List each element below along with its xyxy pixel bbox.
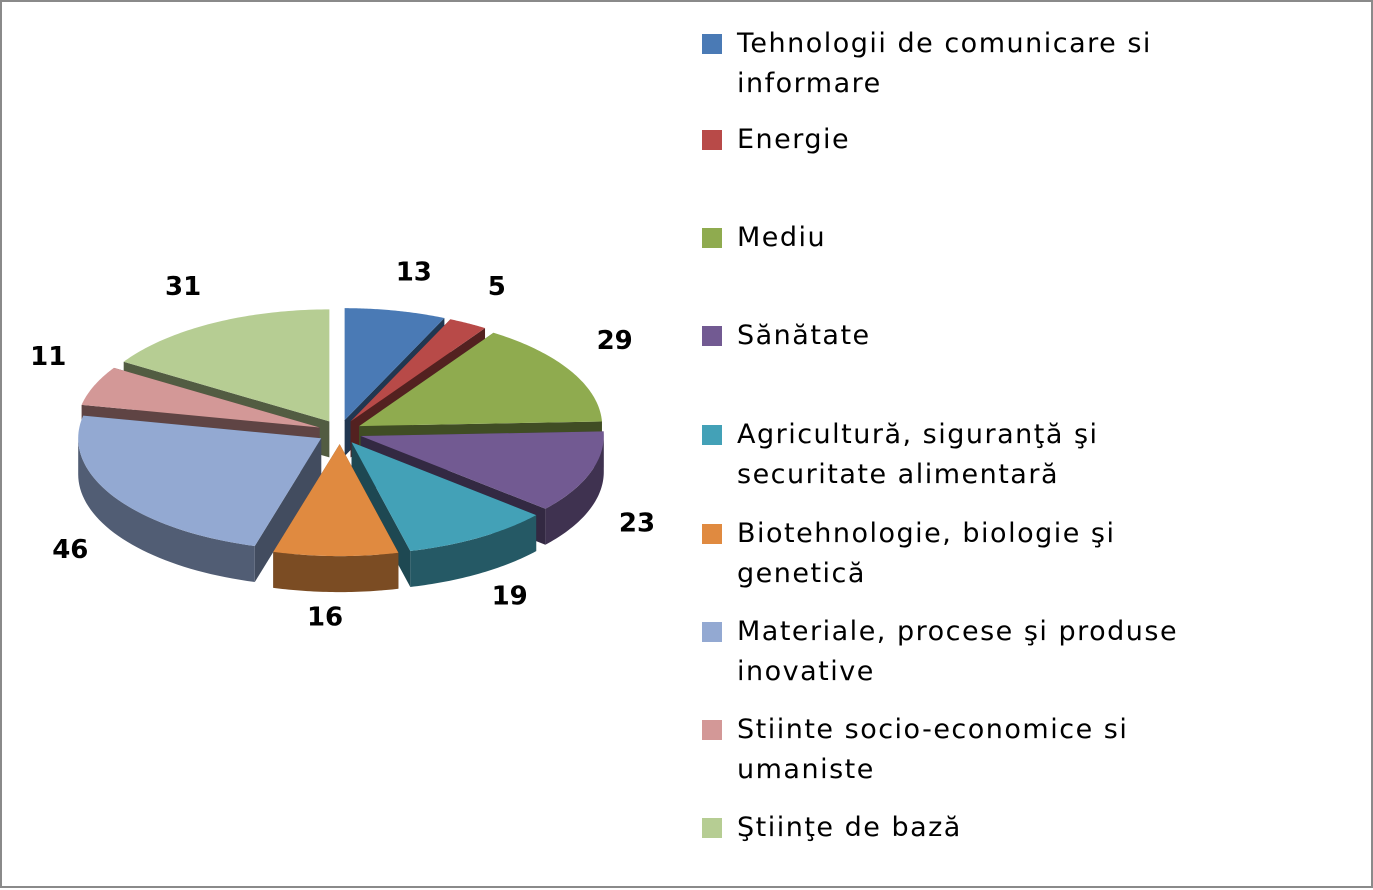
legend-entry: Energie [702,120,1222,160]
slice-wall [254,438,322,583]
legend-entry: Ştiinţe de bază [702,808,1222,848]
data-label: 46 [52,535,88,565]
slice-side [545,435,604,545]
legend-entry: Tehnologii de comunicare si informare [702,24,1222,104]
legend-label: Tehnologii de comunicare si informare [737,28,1152,99]
legend-swatch [702,34,722,54]
data-label: 23 [619,508,655,538]
slice-side [273,551,399,593]
legend-entry: Stiinte socio-economice si umaniste [702,710,1222,790]
slice [78,415,322,583]
legend-label: Ştiinţe de bază [737,812,962,843]
slice-side [78,438,255,583]
slice-top [360,431,604,509]
slice-top [350,319,486,422]
legend-label: Materiale, procese şi produse inovative [737,616,1179,687]
slice [273,444,399,593]
legend-swatch [702,818,722,838]
slice-top [81,367,320,428]
legend-label: Stiinte socio-economice si umaniste [737,714,1129,785]
slice-top [78,415,322,547]
legend-label: Biotehnologie, biologie şi genetică [737,518,1116,589]
legend-label: Mediu [737,222,827,253]
legend-swatch [702,326,722,346]
legend-swatch [702,524,722,544]
data-label: 29 [597,326,633,356]
legend-entry: Sănătate [702,316,1222,356]
legend-swatch [702,622,722,642]
legend-swatch [702,720,722,740]
slice-top [123,309,330,422]
legend-swatch [702,130,722,150]
data-label: 5 [488,272,506,302]
legend-label: Agricultură, siguranţă şi securitate ali… [737,419,1099,490]
legend-label: Sănătate [737,320,871,351]
data-label: 19 [492,582,528,612]
legend-entry: Mediu [702,218,1222,258]
slice-top [344,308,445,421]
data-label: 16 [307,602,343,632]
slice-side [410,515,537,587]
legend-entry: Materiale, procese şi produse inovative [702,612,1222,692]
slice-top [351,442,537,551]
legend-swatch [702,228,722,248]
slice-top [359,332,602,427]
legend-entry: Biotehnologie, biologie şi genetică [702,514,1222,594]
legend-entry: Agricultură, siguranţă şi securitate ali… [702,415,1222,495]
data-label: 31 [165,272,201,302]
slice-top [273,444,399,557]
legend-swatch [702,425,722,445]
data-label: 13 [396,258,432,288]
legend-label: Energie [737,124,851,155]
data-label: 11 [30,342,66,372]
